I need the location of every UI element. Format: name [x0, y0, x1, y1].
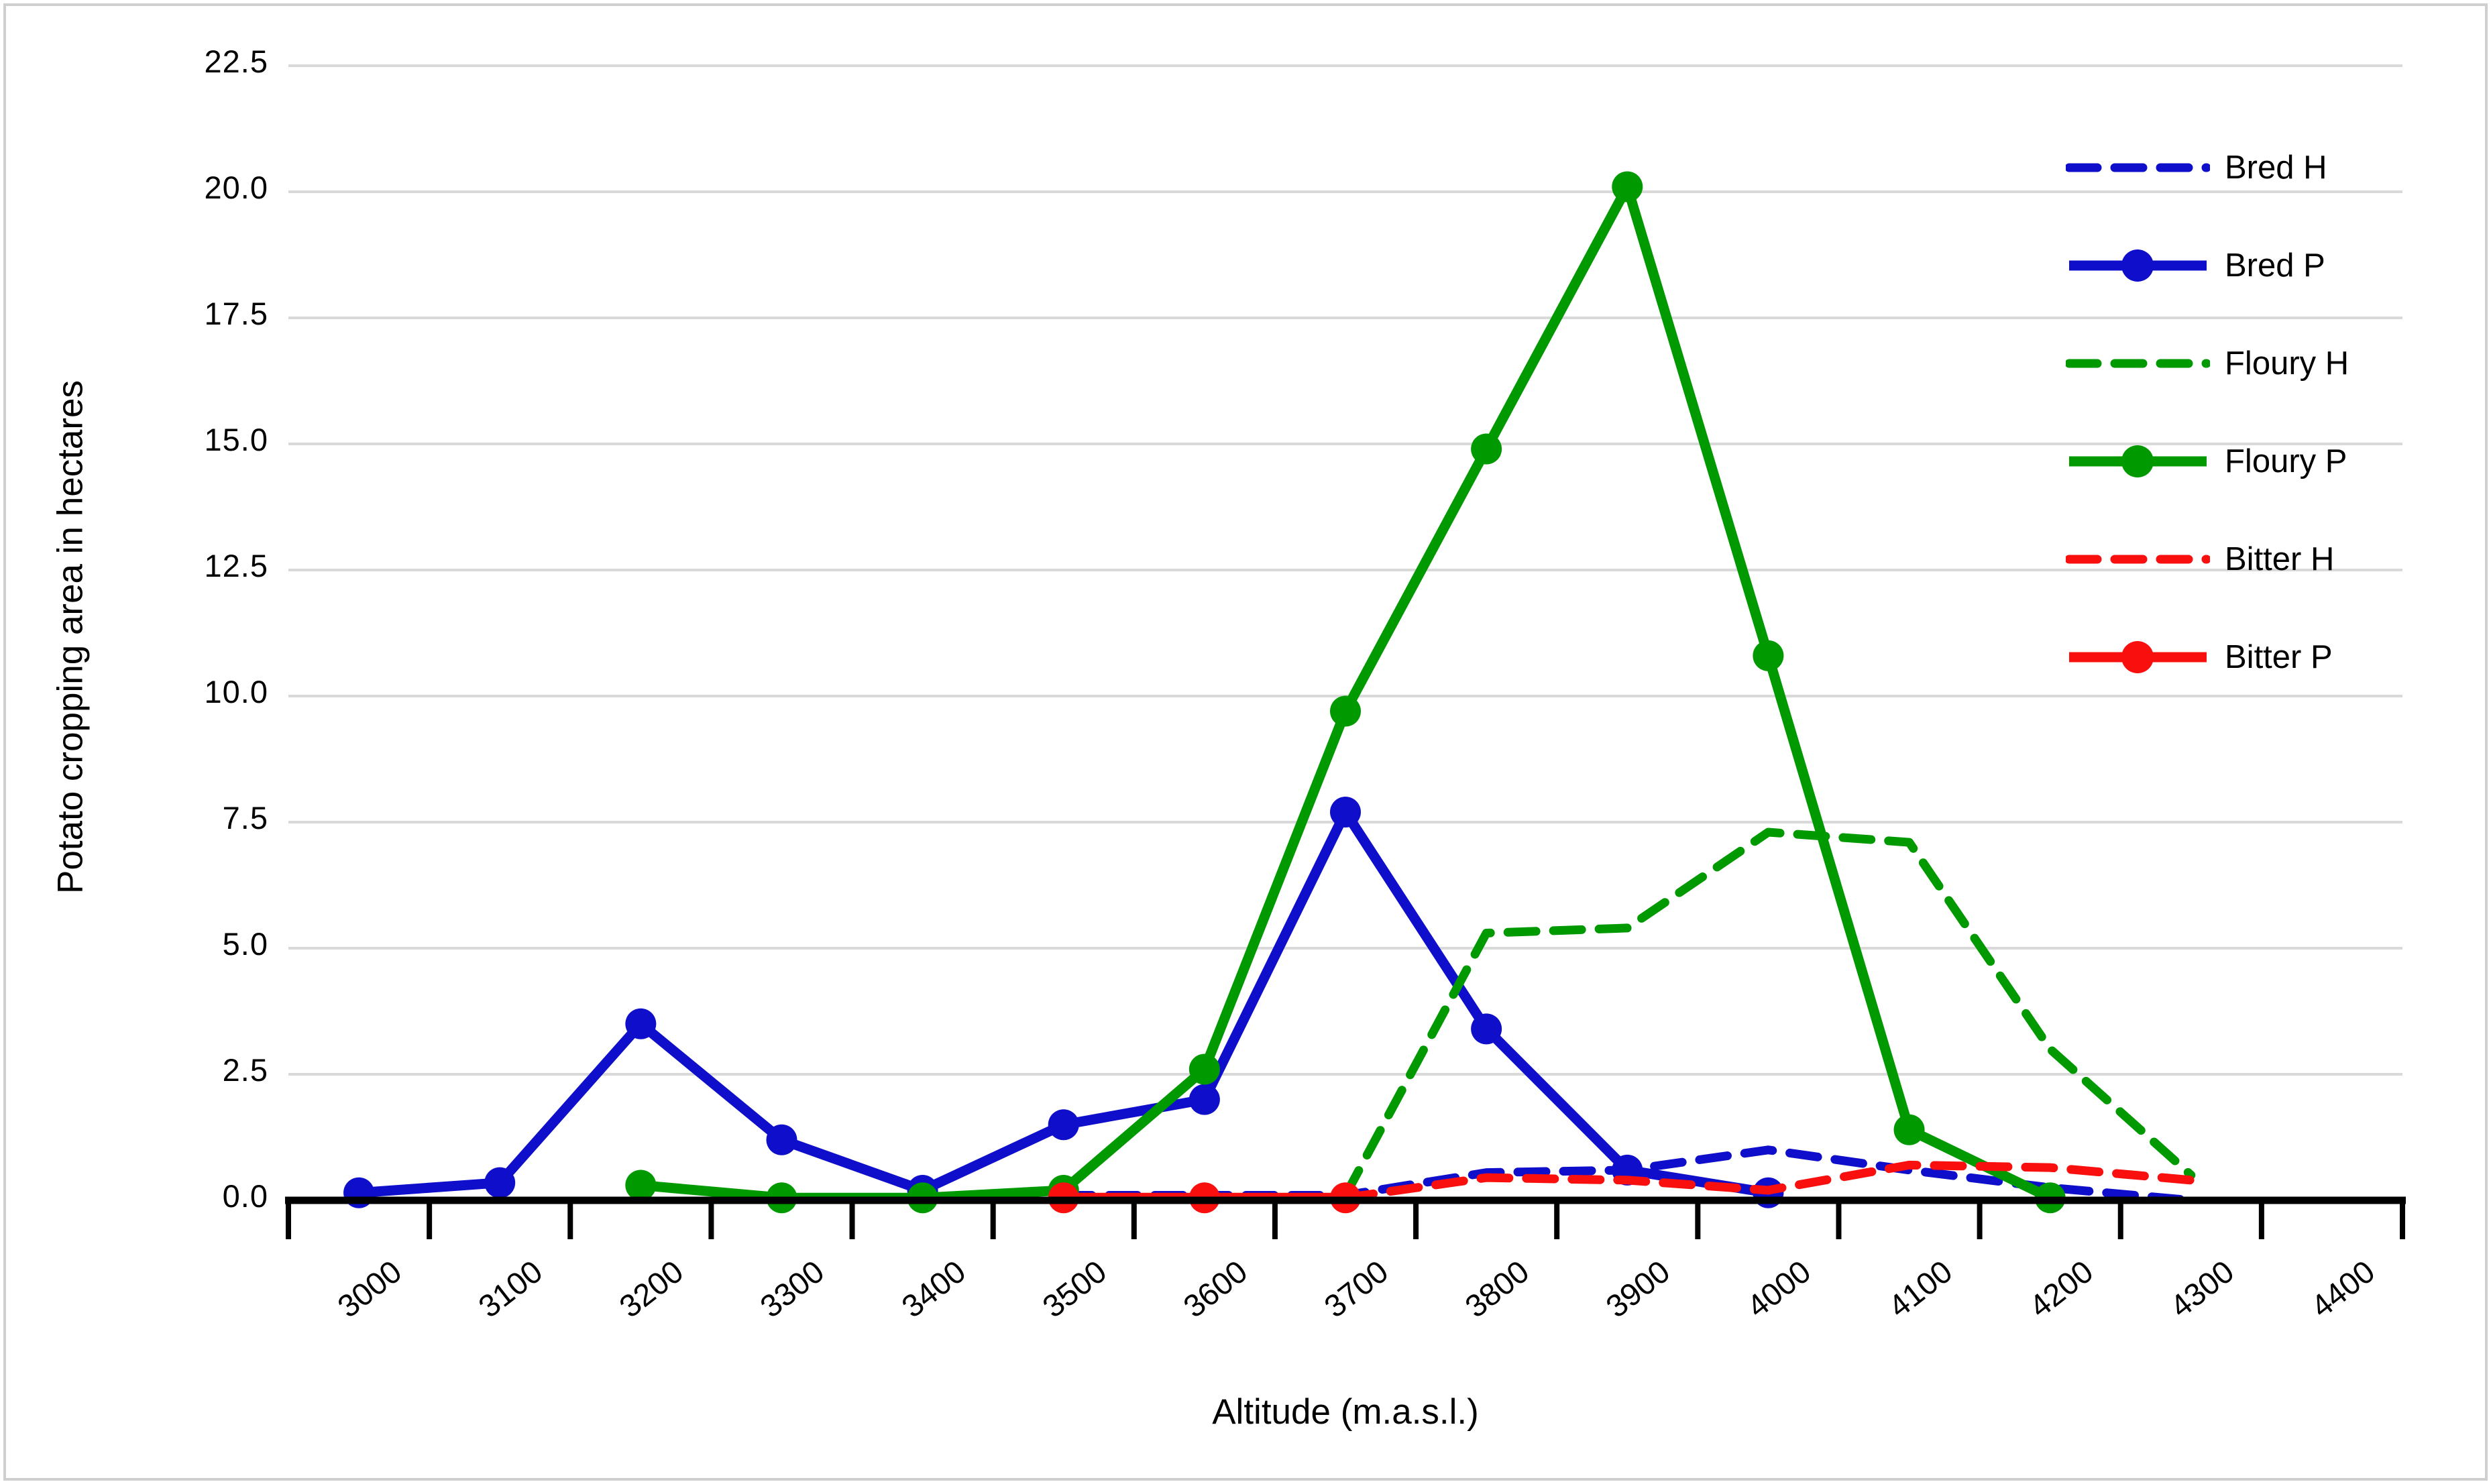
bred-h-line-sample [2066, 163, 2210, 172]
series-line-floury-h [1341, 827, 2196, 1200]
legend-item-bred-h: Bred H [2066, 148, 2327, 188]
y-tick-label: 22.5 [204, 44, 268, 79]
marker-floury-p [1471, 433, 1502, 465]
legend-item-bitter-p: Bitter P [2066, 637, 2333, 677]
legend-item-bitter-h: Bitter H [2066, 539, 2334, 579]
legend-item-floury-p: Floury P [2066, 441, 2347, 481]
marker-floury-p [1893, 1114, 1925, 1145]
marker-bred-p [625, 1008, 657, 1039]
series-line-floury-p [640, 181, 2052, 1203]
marker-floury-p [1753, 640, 1784, 671]
chart-border-frame [3, 3, 2488, 1481]
marker-bred-p [1471, 1013, 1502, 1045]
legend-label: Floury H [2225, 345, 2349, 382]
legend-label: Bitter P [2225, 639, 2333, 675]
marker-bred-p [766, 1124, 797, 1155]
marker-floury-p [1330, 695, 1361, 727]
legend-label: Floury P [2225, 443, 2347, 479]
marker-floury-p [625, 1169, 657, 1201]
x-axis-title: Altitude (m.a.s.l.) [1212, 1392, 1479, 1432]
floury-h-line-sample [2066, 359, 2210, 368]
y-tick-label: 0.0 [222, 1178, 268, 1214]
y-tick-label: 17.5 [204, 296, 268, 331]
marker-bred-p [1188, 1084, 1220, 1115]
bred-p-line-sample [2069, 249, 2207, 282]
y-tick-label: 5.0 [222, 926, 268, 962]
y-tick-label: 7.5 [222, 800, 268, 836]
y-tick-label: 2.5 [222, 1052, 268, 1088]
bitter-h-line-sample [2066, 555, 2210, 564]
legend-item-floury-h: Floury H [2066, 343, 2349, 384]
y-tick-label: 20.0 [204, 170, 268, 205]
legend-label: Bred P [2225, 247, 2325, 284]
y-tick-label: 12.5 [204, 548, 268, 583]
y-tick-label: 10.0 [204, 674, 268, 709]
marker-floury-p [1188, 1053, 1220, 1085]
marker-floury-p [1612, 171, 1643, 203]
y-tick-label: 15.0 [204, 422, 268, 457]
marker-bred-p [1330, 796, 1361, 827]
y-axis-title: Potato cropping area in hectares [50, 380, 91, 895]
bitter-p-line-sample [2069, 641, 2207, 673]
series-line-bitter-h [1341, 1160, 2196, 1202]
legend-label: Bitter H [2225, 541, 2335, 577]
legend-item-bred-p: Bred P [2066, 245, 2325, 286]
marker-bred-p [484, 1167, 516, 1198]
floury-p-line-sample [2069, 445, 2207, 477]
marker-bred-p [1048, 1109, 1079, 1141]
legend-label: Bred H [2225, 150, 2327, 186]
